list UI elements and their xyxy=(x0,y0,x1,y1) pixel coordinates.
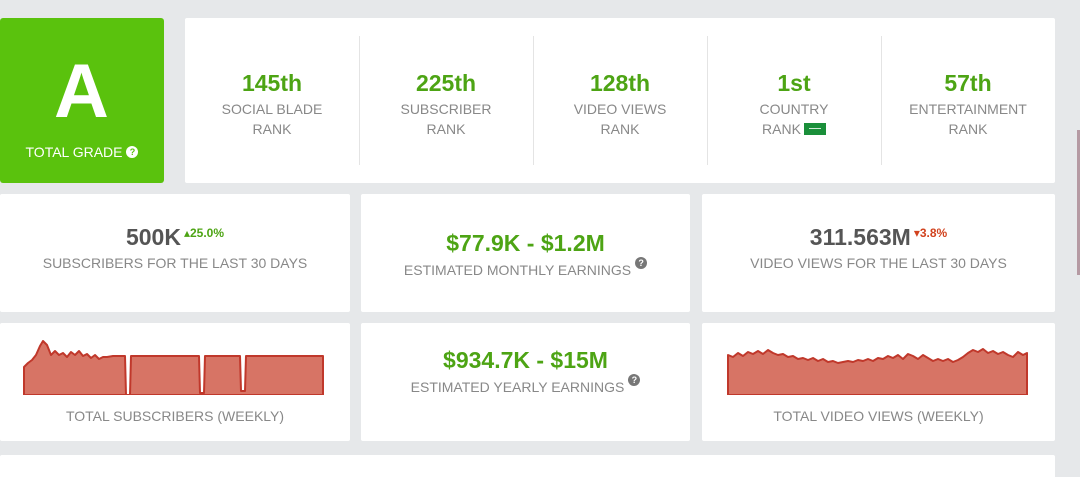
total-video-views-chart-card: TOTAL VIDEO VIEWS (WEEKLY) xyxy=(702,323,1055,441)
arrow-down-icon: ▾ xyxy=(913,226,920,240)
rank-label: RANK xyxy=(426,121,466,137)
video-views-delta: 3.8% xyxy=(919,226,948,240)
arrow-up-icon: ▴ xyxy=(183,226,190,240)
rank-value: 225th xyxy=(415,70,477,96)
help-icon[interactable]: ? xyxy=(126,146,139,158)
rank-label: ENTERTAINMENT xyxy=(909,101,1027,117)
monthly-earnings-label-row: ESTIMATED MONTHLY EARNINGS? xyxy=(361,257,690,279)
subscribers-delta: 25.0% xyxy=(189,226,225,240)
ranks-card: 145th SOCIAL BLADE RANK 225th SUBSCRIBER… xyxy=(185,18,1055,183)
monthly-earnings-card: $77.9K - $1.2M ESTIMATED MONTHLY EARNING… xyxy=(361,194,690,312)
monthly-earnings-label: ESTIMATED MONTHLY EARNINGS xyxy=(403,262,632,279)
rank-label-row: RANK xyxy=(707,119,881,139)
grade-letter: A xyxy=(54,49,110,134)
help-icon[interactable]: ? xyxy=(635,257,648,269)
delta-up: ▴25.0% xyxy=(184,226,224,240)
subscribers-30-days-label: SUBSCRIBERS FOR THE LAST 30 DAYS xyxy=(42,255,308,271)
bottom-card xyxy=(0,455,1055,477)
scrollbar-edge[interactable] xyxy=(1077,130,1080,275)
rank-value: 145th xyxy=(241,70,303,96)
rank-subscriber: 225th SUBSCRIBER RANK xyxy=(359,18,533,183)
rank-video-views: 128th VIDEO VIEWS RANK xyxy=(533,18,707,183)
monthly-earnings-value: $77.9K - $1.2M xyxy=(446,230,605,256)
total-grade-label: TOTAL GRADE ? xyxy=(26,144,139,160)
rank-label: VIDEO VIEWS xyxy=(573,101,667,117)
video-views-sparkline[interactable] xyxy=(727,335,1029,395)
subscribers-sparkline[interactable] xyxy=(23,335,325,395)
total-subscribers-label: TOTAL SUBSCRIBERS (WEEKLY) xyxy=(65,408,285,424)
rank-value: 128th xyxy=(589,70,651,96)
country-flag-icon xyxy=(803,123,826,136)
subscribers-30-days-value: 500K ▴25.0% xyxy=(0,224,350,251)
total-subscribers-chart-card: TOTAL SUBSCRIBERS (WEEKLY) xyxy=(0,323,350,441)
rank-country: 1st COUNTRY RANK xyxy=(707,18,881,183)
video-views-30-days-number: 311.563M xyxy=(809,224,911,250)
rank-label: RANK xyxy=(600,121,640,137)
video-views-30-days-value: 311.563M ▾3.8% xyxy=(702,224,1055,251)
video-views-30-days-card: 311.563M ▾3.8% VIDEO VIEWS FOR THE LAST 3… xyxy=(702,194,1055,312)
help-icon[interactable]: ? xyxy=(628,374,641,386)
rank-value: 57th xyxy=(944,70,992,96)
rank-label: SOCIAL BLADE xyxy=(221,101,323,117)
rank-social-blade: 145th SOCIAL BLADE RANK xyxy=(185,18,359,183)
rank-value: 1st xyxy=(777,70,811,96)
yearly-earnings-card: $934.7K - $15M ESTIMATED YEARLY EARNINGS… xyxy=(361,323,690,441)
delta-down: ▾3.8% xyxy=(914,226,947,240)
subscribers-30-days-card: 500K ▴25.0% SUBSCRIBERS FOR THE LAST 30 D… xyxy=(0,194,350,312)
total-grade-box: A TOTAL GRADE ? xyxy=(0,18,164,183)
rank-label: SUBSCRIBER xyxy=(400,101,492,117)
total-video-views-label: TOTAL VIDEO VIEWS (WEEKLY) xyxy=(773,408,984,424)
total-grade-text: TOTAL GRADE xyxy=(25,144,123,160)
video-views-30-days-label: VIDEO VIEWS FOR THE LAST 30 DAYS xyxy=(750,255,1007,271)
rank-entertainment: 57th ENTERTAINMENT RANK xyxy=(881,18,1055,183)
rank-label: COUNTRY xyxy=(759,101,829,117)
yearly-earnings-label-row: ESTIMATED YEARLY EARNINGS? xyxy=(361,374,690,396)
yearly-earnings-value: $934.7K - $15M xyxy=(443,347,608,373)
rank-label: RANK xyxy=(948,121,988,137)
yearly-earnings-label: ESTIMATED YEARLY EARNINGS xyxy=(410,379,625,396)
subscribers-30-days-number: 500K xyxy=(125,224,181,250)
rank-label: RANK xyxy=(252,121,292,137)
rank-label: RANK xyxy=(762,121,801,137)
